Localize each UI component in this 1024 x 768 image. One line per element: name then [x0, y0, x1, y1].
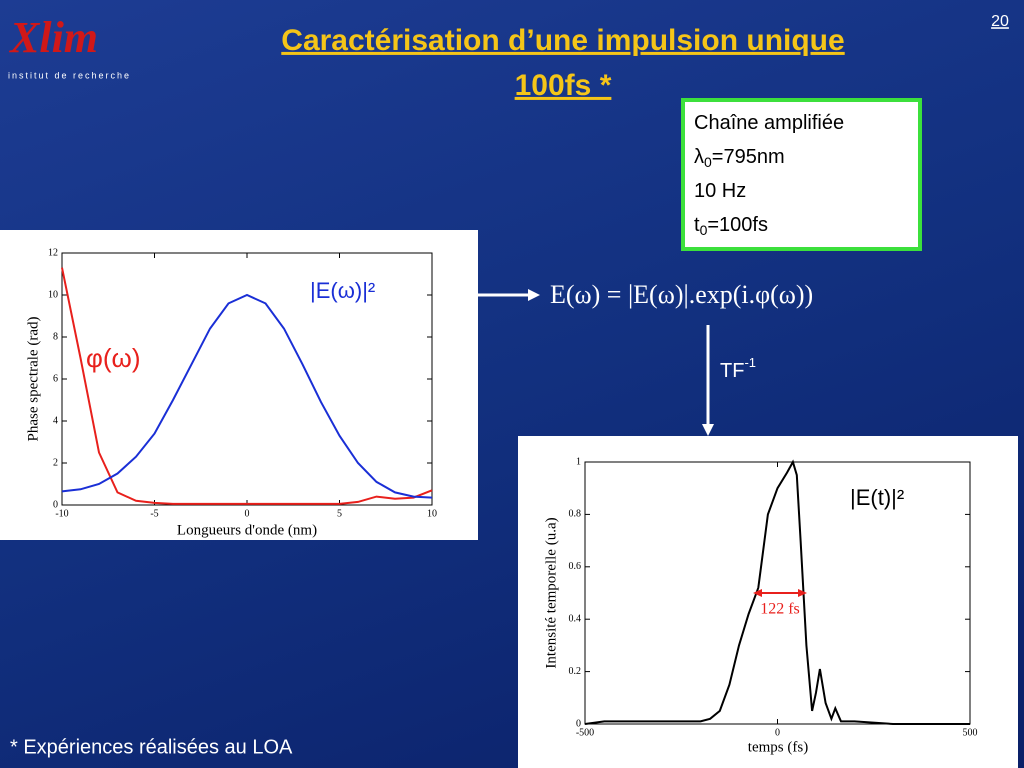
y-tick-label: 6	[53, 373, 58, 384]
x-axis-label: Longueurs d'onde (nm)	[177, 522, 317, 538]
info-line: 10 Hz	[694, 180, 746, 202]
series-label: |E(ω)|²	[310, 278, 375, 303]
y-axis-label: Intensité temporelle (u.a)	[543, 517, 559, 668]
logo: Xlim	[8, 13, 98, 62]
y-tick-label: 0.2	[569, 666, 582, 677]
y-tick-label: 0.8	[569, 509, 582, 520]
x-tick-label: -5	[150, 508, 158, 519]
y-tick-label: 0.6	[569, 561, 582, 572]
series-line	[61, 267, 433, 505]
y-tick-label: 0	[576, 718, 581, 729]
series-label: φ(ω)	[86, 343, 140, 373]
arrow-head	[528, 289, 540, 301]
y-tick-label: 0	[53, 499, 58, 510]
x-tick-label: -500	[576, 727, 594, 738]
page-number: 20	[991, 13, 1009, 30]
y-tick-label: 0.4	[569, 613, 582, 624]
transform-label: TF-1	[720, 355, 756, 382]
footnote: * Expériences réalisées au LOA	[10, 736, 293, 758]
y-tick-label: 1	[576, 456, 581, 467]
x-tick-label: 10	[427, 508, 437, 519]
y-tick-label: 10	[48, 289, 58, 300]
x-tick-label: 5	[337, 508, 342, 519]
x-tick-label: 500	[963, 727, 978, 738]
arrow-head	[798, 589, 807, 597]
arrow-head	[702, 424, 714, 436]
logo-subtitle: institut de recherche	[8, 70, 131, 80]
title: 100fs *	[515, 69, 612, 102]
series-line	[61, 293, 433, 499]
series-label: |E(t)|²	[850, 485, 904, 510]
equation: E(ω) = |E(ω)|.exp(i.φ(ω))	[550, 280, 813, 309]
y-tick-label: 2	[53, 457, 58, 468]
y-tick-label: 8	[53, 331, 58, 342]
y-tick-label: 4	[53, 415, 58, 426]
info-line: Chaîne amplifiée	[694, 112, 844, 134]
series-line	[584, 459, 970, 725]
info-line: t0=100fs	[694, 214, 768, 237]
info-line: λ0=795nm	[694, 146, 785, 169]
info-box	[681, 98, 922, 251]
chart-panel	[518, 436, 1018, 768]
y-tick-label: 12	[48, 247, 58, 258]
x-tick-label: 0	[245, 508, 250, 519]
arrow-head	[753, 589, 762, 597]
title: Caractérisation d’une impulsion unique	[281, 24, 844, 57]
x-axis-label: temps (fs)	[748, 739, 808, 755]
x-tick-label: -10	[55, 508, 68, 519]
y-axis-label: Phase spectrale (rad)	[25, 317, 41, 442]
x-tick-label: 0	[775, 727, 780, 738]
chart-panel	[0, 230, 478, 540]
annotation: 122 fs	[760, 601, 800, 618]
